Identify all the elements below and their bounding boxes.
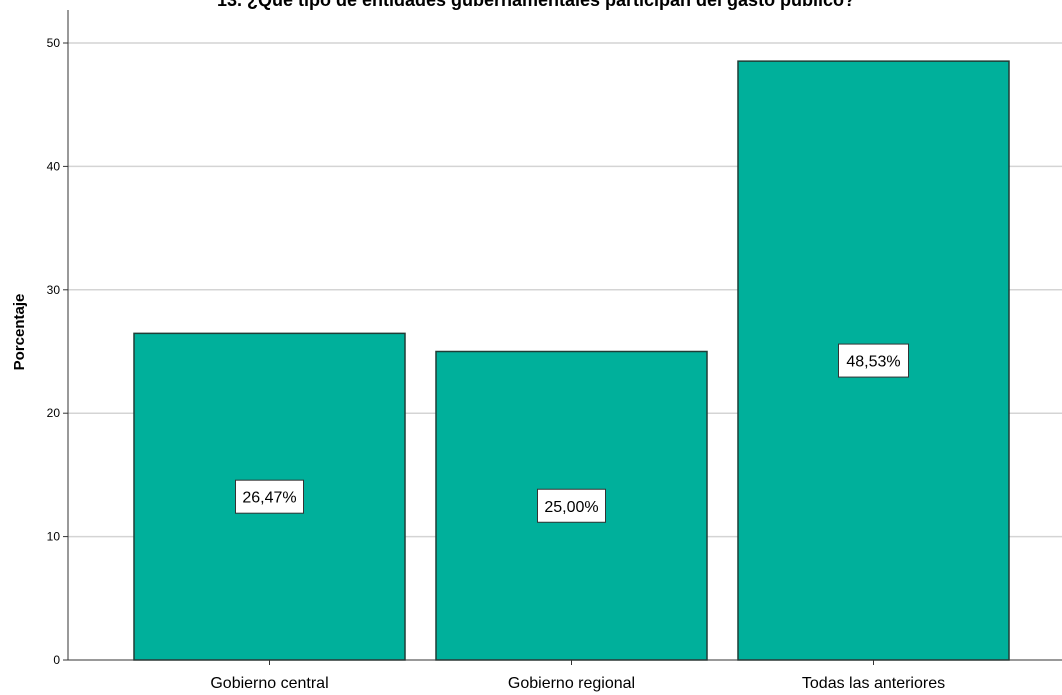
x-category-label: Gobierno central <box>210 675 328 692</box>
data-labels: 26,47% 25,00% 48,53% <box>235 343 909 523</box>
data-label-box <box>537 488 606 523</box>
x-category-label: Gobierno regional <box>508 675 635 692</box>
y-axis-label: Porcentaje <box>11 294 28 371</box>
x-category-label: Todas las anteriores <box>802 675 945 692</box>
data-label: 25,00% <box>544 499 598 516</box>
data-label-box <box>235 479 304 514</box>
y-axis-ticks: 0 10 20 30 40 50 <box>47 36 68 667</box>
y-tick-label: 30 <box>47 283 61 297</box>
y-tick-label: 50 <box>47 36 61 50</box>
chart-title: 13. ¿Qué tipo de entidades gubernamental… <box>217 0 855 10</box>
y-tick-label: 20 <box>47 406 61 420</box>
y-tick-label: 10 <box>47 530 61 544</box>
data-label: 48,53% <box>846 354 900 371</box>
y-tick-label: 0 <box>53 653 60 667</box>
y-tick-label: 40 <box>47 159 61 173</box>
data-label-box <box>838 343 909 378</box>
data-label: 26,47% <box>242 490 296 507</box>
x-axis-categories: Gobierno central Gobierno regional Todas l… <box>210 660 945 692</box>
